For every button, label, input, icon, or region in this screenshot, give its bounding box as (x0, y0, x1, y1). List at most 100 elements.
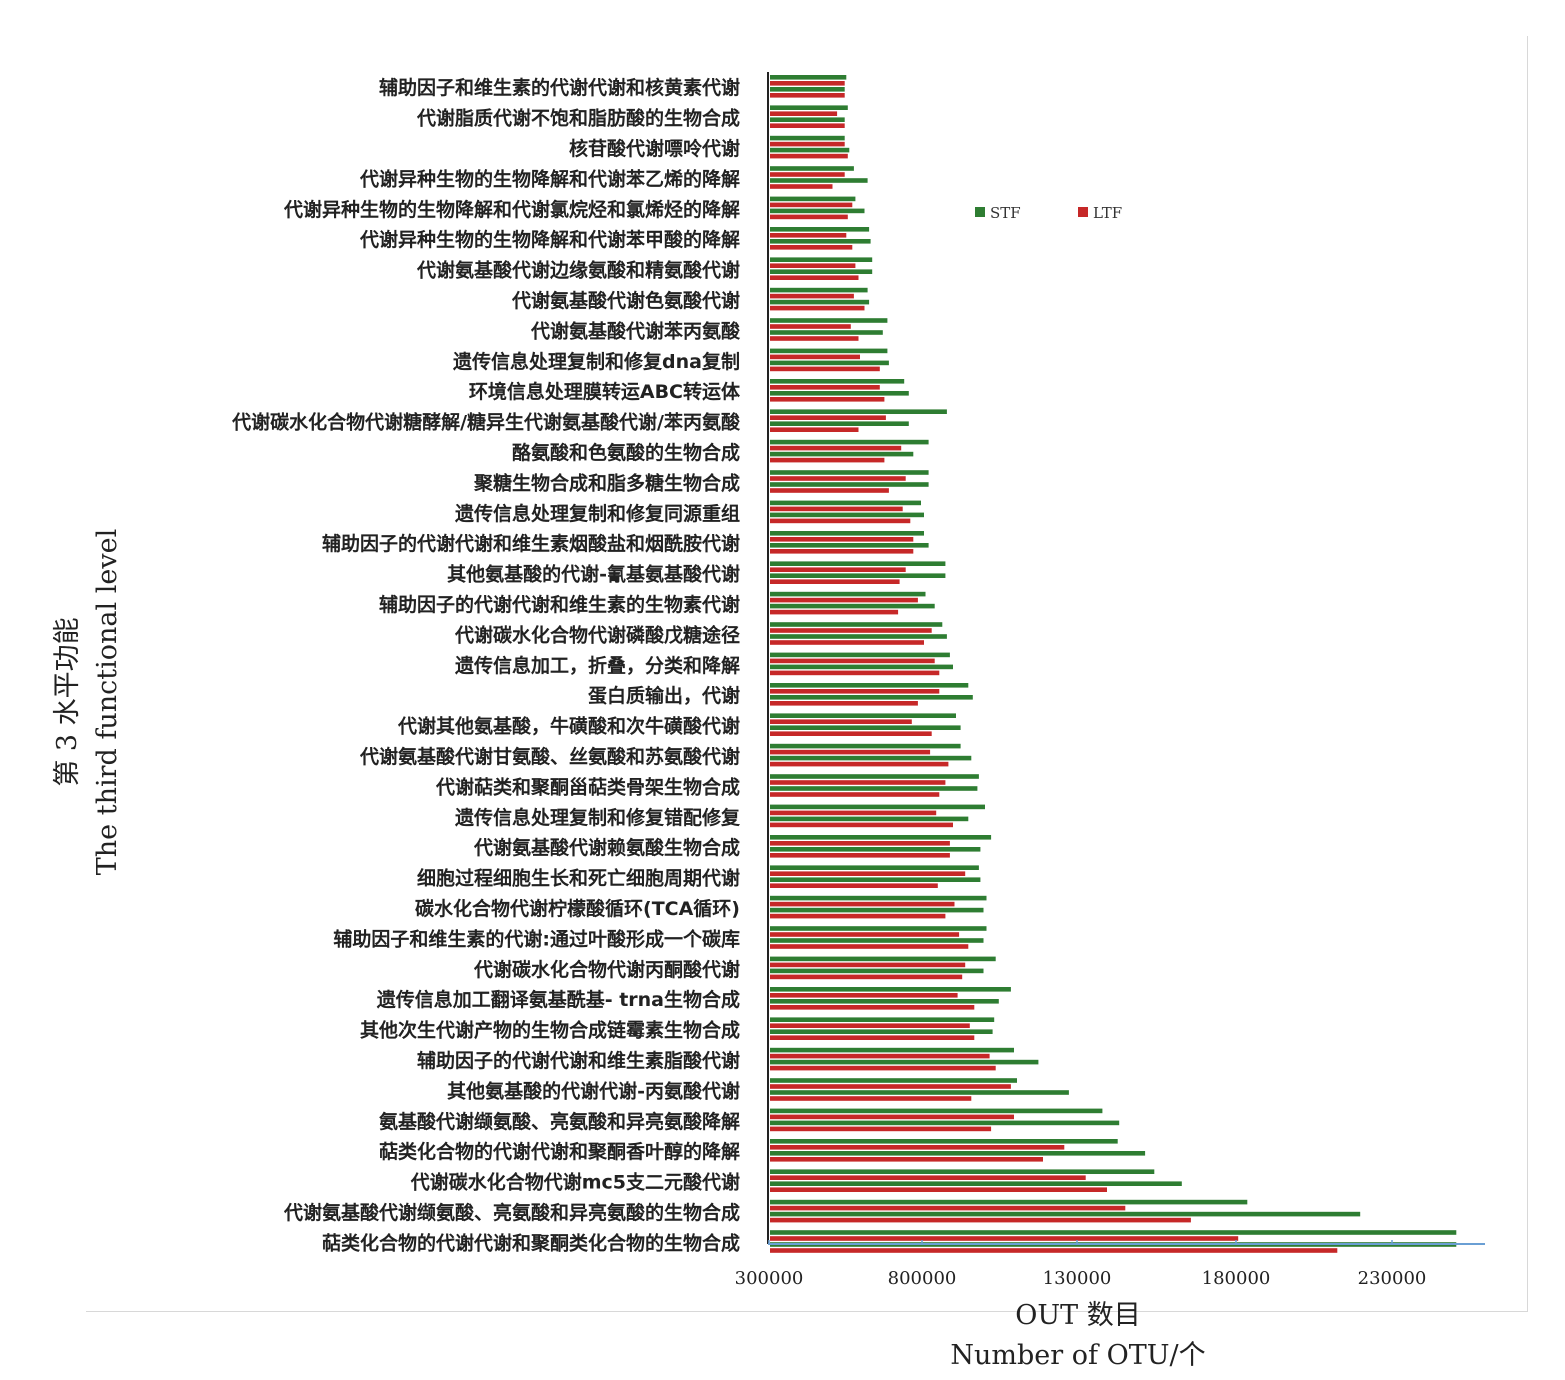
bar-ltf (770, 1236, 1239, 1241)
bar-ltf (770, 1023, 970, 1028)
category-label: 代谢氨基酸代谢色氨酸代谢 (511, 289, 740, 312)
bar-stf (770, 743, 961, 749)
bar-ltf (770, 427, 859, 432)
category-labels: 辅助因子和维生素的代谢代谢和核黄素代谢代谢脂质代谢不饱和脂肪酸的生物合成核苷酸代… (231, 76, 741, 1254)
bar-ltf (770, 457, 885, 463)
legend-label-ltf: LTF (1093, 204, 1122, 222)
category-label: 聚糖生物合成和脂多糖生物合成 (473, 471, 740, 494)
bar-stf (770, 239, 871, 244)
category-label: 辅助因子和维生素的代谢代谢和核黄素代谢 (379, 76, 740, 99)
bar-ltf (770, 609, 899, 615)
bar-ltf (770, 974, 963, 980)
bar-stf (770, 987, 1011, 992)
bar-ltf (770, 233, 847, 238)
legend: STF LTF (975, 204, 1122, 222)
bar-stf (770, 208, 865, 214)
bar-ltf (770, 883, 938, 888)
category-label: 遗传信息加工，折叠，分类和降解 (454, 654, 740, 677)
bar-ltf (770, 488, 889, 493)
bar-ltf (770, 853, 950, 858)
category-label: 辅助因子的代谢代谢和维生素脂酸代谢 (417, 1049, 740, 1072)
bar-ltf (770, 792, 940, 797)
bar-stf (770, 500, 921, 506)
bar-ltf (770, 1096, 972, 1101)
bar-ltf (770, 597, 918, 603)
bar-stf (770, 634, 947, 639)
bar-stf (770, 330, 883, 335)
bar-stf (770, 1090, 1069, 1095)
category-label: 代谢异种生物的生物降解和代谢氯烷烃和氯烯烃的降解 (283, 198, 740, 221)
bar-stf (770, 907, 984, 913)
bar-stf (770, 379, 905, 384)
bar-stf (770, 482, 929, 487)
bar-stf (770, 816, 969, 822)
bar-stf (770, 603, 935, 609)
bar-stf (770, 257, 873, 262)
bar-ltf (770, 1005, 975, 1010)
category-label: 辅助因子和维生素的代谢:通过叶酸形成一个碳库 (333, 927, 740, 950)
category-label: 代谢氨基酸代谢苯丙氨酸 (530, 319, 741, 342)
bar-stf (770, 147, 850, 153)
bar-ltf (770, 901, 955, 907)
bar-ltf (770, 184, 833, 189)
bar-stf (770, 755, 972, 761)
bar-ltf (770, 366, 880, 372)
bar-ltf (770, 1187, 1107, 1192)
bar-stf (770, 999, 999, 1004)
category-label: 核苷酸代谢嘌呤代谢 (569, 137, 740, 160)
category-label: 代谢萜类和聚酮甾萜类骨架生物合成 (435, 775, 740, 798)
bar-stf (770, 725, 961, 730)
bar-stf (770, 835, 992, 840)
category-label: 蛋白质输出，代谢 (588, 684, 740, 707)
x-ticks: 300000 800000 130000 180000 230000 (735, 1240, 1427, 1289)
bar-ltf (770, 214, 848, 220)
bar-ltf (770, 1205, 1126, 1211)
category-label: 细胞过程细胞生长和死亡细胞周期代谢 (417, 867, 740, 890)
bar-ltf (770, 81, 845, 86)
category-label: 代谢异种生物的生物降解和代谢苯乙烯的降解 (359, 167, 740, 190)
bar-ltf (770, 780, 946, 785)
bar-stf (770, 695, 973, 700)
x-tick-label: 130000 (1043, 1268, 1112, 1289)
legend-swatch-stf (975, 207, 985, 217)
bar-ltf (770, 111, 838, 116)
category-label: 代谢碳水化合物代谢磷酸戊糖途径 (454, 623, 740, 646)
bar-ltf (770, 1126, 992, 1132)
y-axis-title: 第 3 水平功能 The third functional level (52, 529, 123, 875)
category-label: 代谢氨基酸代谢缬氨酸、亮氨酸和异亮氨酸的生物合成 (283, 1201, 740, 1224)
bar-ltf (770, 719, 912, 724)
bar-stf (770, 573, 946, 578)
bar-stf (770, 622, 943, 627)
bar-ltf (770, 518, 911, 524)
bar-ltf (770, 141, 845, 147)
category-label: 代谢碳水化合物代谢mc5支二元酸代谢 (410, 1171, 740, 1194)
bar-stf (770, 178, 868, 183)
category-label: 遗传信息处理复制和修复dna复制 (452, 350, 740, 373)
bar-ltf (770, 1035, 975, 1040)
bar-ltf (770, 202, 853, 208)
category-label: 辅助因子的代谢代谢和维生素的生物素代谢 (379, 593, 740, 616)
bar-ltf (770, 537, 914, 542)
bar-stf (770, 1199, 1248, 1205)
legend-label-stf: STF (990, 204, 1021, 222)
bar-ltf (770, 1248, 1338, 1253)
bar-stf (770, 105, 848, 110)
bar-stf (770, 543, 929, 548)
bar-ltf (770, 822, 953, 828)
x-tick-label: 230000 (1358, 1268, 1427, 1289)
bar-ltf (770, 385, 880, 390)
bar-stf (770, 683, 969, 688)
bar-stf (770, 196, 856, 202)
bar-stf (770, 348, 888, 354)
bar-stf (770, 713, 956, 718)
bar-stf (770, 439, 929, 445)
bar-stf (770, 865, 979, 870)
bar-ltf (770, 841, 950, 846)
bar-ltf (770, 1065, 996, 1071)
x-tick-label: 300000 (735, 1268, 804, 1289)
category-label: 其他氨基酸的代谢代谢-丙氨酸代谢 (447, 1079, 740, 1102)
bar-ltf (770, 93, 845, 98)
bar-stf (770, 1029, 993, 1034)
bar-ltf (770, 336, 859, 341)
